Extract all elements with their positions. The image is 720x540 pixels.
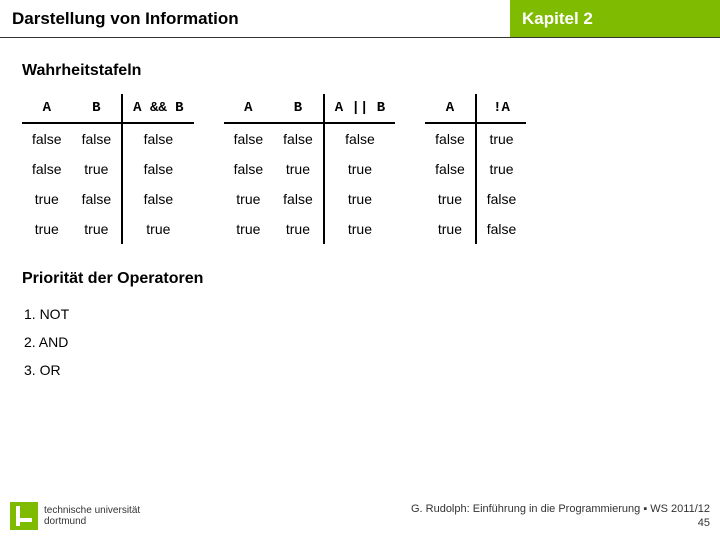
table-row: false true [425,154,526,184]
priority-list: 1. NOT 2. AND 3. OR [22,300,698,384]
uni-line-2: dortmund [44,516,140,527]
table-row: true false [425,214,526,244]
cell-b: false [72,184,123,214]
table-row: true false [425,184,526,214]
cell-a: false [224,154,274,184]
priority-item: 1. NOT [24,300,698,328]
university-logo: technische universität dortmund [10,502,140,530]
priority-heading: Priorität der Operatoren [22,270,698,288]
cell-r: false [476,214,527,244]
cell-r: true [324,154,395,184]
cell-r: false [122,123,193,154]
cell-b: true [72,154,123,184]
cell-r: true [324,184,395,214]
cell-r: true [476,154,527,184]
priority-item: 2. AND [24,328,698,356]
col-header-b: B [72,94,123,123]
cell-r: false [324,123,395,154]
table-row: false true false [22,154,194,184]
cell-a: true [224,214,274,244]
cell-a: true [425,214,476,244]
col-header-result: A || B [324,94,395,123]
cell-r: false [122,154,193,184]
cell-a: true [425,184,476,214]
cell-b: false [273,123,324,154]
truth-table-not: A !A false true false true true false [425,94,526,244]
table-row: true true true [224,214,396,244]
cell-b: true [273,214,324,244]
table-row: true false true [224,184,396,214]
col-header-result: !A [476,94,527,123]
cell-b: false [273,184,324,214]
col-header-a: A [224,94,274,123]
col-header-a: A [425,94,476,123]
table-row: false false false [224,123,396,154]
col-header-a: A [22,94,72,123]
cell-r: true [324,214,395,244]
table-row: false true true [224,154,396,184]
cell-a: false [224,123,274,154]
cell-a: false [22,123,72,154]
truth-tables-row: A B A && B false false false false true … [22,94,698,244]
slide-title: Darstellung von Information [0,0,510,37]
slide-number: 45 [411,516,710,530]
cell-b: true [273,154,324,184]
slide-header: Darstellung von Information Kapitel 2 [0,0,720,38]
tu-logo-icon [10,502,38,530]
cell-a: true [224,184,274,214]
footer-credit: G. Rudolph: Einführung in die Programmie… [411,502,710,531]
priority-item: 3. OR [24,356,698,384]
table-row: false true [425,123,526,154]
cell-r: true [476,123,527,154]
cell-b: false [72,123,123,154]
chapter-label: Kapitel 2 [510,0,720,37]
slide-content: Wahrheitstafeln A B A && B false false f… [0,38,720,384]
cell-a: false [425,123,476,154]
cell-r: false [122,184,193,214]
cell-a: true [22,214,72,244]
col-header-result: A && B [122,94,193,123]
table-row: true false false [22,184,194,214]
truth-table-or: A B A || B false false false false true … [224,94,396,244]
uni-line-1: technische universität [44,505,140,516]
cell-b: true [72,214,123,244]
col-header-b: B [273,94,324,123]
truth-table-and: A B A && B false false false false true … [22,94,194,244]
credit-line: G. Rudolph: Einführung in die Programmie… [411,502,710,516]
cell-r: false [476,184,527,214]
cell-a: false [425,154,476,184]
cell-r: true [122,214,193,244]
cell-a: false [22,154,72,184]
table-row: false false false [22,123,194,154]
table-row: true true true [22,214,194,244]
cell-a: true [22,184,72,214]
slide-footer: technische universität dortmund G. Rudol… [0,496,720,540]
truth-tables-heading: Wahrheitstafeln [22,62,698,80]
university-name: technische universität dortmund [44,505,140,527]
